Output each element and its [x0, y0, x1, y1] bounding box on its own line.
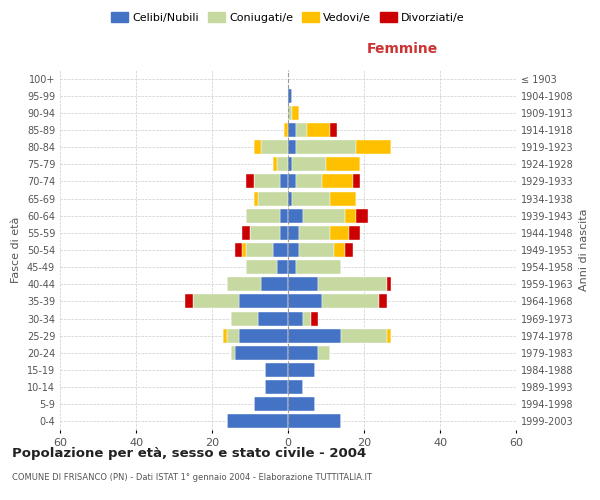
Bar: [265, 363, 288, 377]
Bar: [319, 278, 387, 291]
Bar: [288, 294, 322, 308]
Bar: [235, 346, 288, 360]
Bar: [257, 312, 288, 326]
Bar: [231, 346, 235, 360]
Bar: [319, 346, 330, 360]
Bar: [246, 174, 254, 188]
Bar: [254, 140, 262, 154]
Bar: [387, 328, 391, 342]
Bar: [345, 243, 353, 257]
Bar: [288, 192, 292, 205]
Bar: [349, 226, 360, 240]
Bar: [288, 226, 299, 240]
Bar: [227, 278, 262, 291]
Bar: [288, 414, 341, 428]
Bar: [356, 140, 391, 154]
Bar: [288, 328, 341, 342]
Bar: [288, 106, 292, 120]
Y-axis label: Fasce di età: Fasce di età: [11, 217, 21, 283]
Bar: [292, 158, 326, 172]
Bar: [242, 243, 246, 257]
Bar: [292, 192, 330, 205]
Bar: [288, 208, 303, 222]
Bar: [296, 174, 322, 188]
Bar: [296, 260, 341, 274]
Bar: [235, 243, 242, 257]
Bar: [288, 312, 303, 326]
Bar: [292, 106, 299, 120]
Bar: [262, 140, 288, 154]
Bar: [356, 208, 368, 222]
Bar: [254, 174, 280, 188]
Bar: [288, 260, 296, 274]
Bar: [330, 192, 356, 205]
Bar: [273, 158, 277, 172]
Bar: [262, 278, 288, 291]
Bar: [288, 174, 296, 188]
Bar: [311, 312, 319, 326]
Bar: [303, 312, 311, 326]
Bar: [227, 414, 288, 428]
Bar: [379, 294, 387, 308]
Bar: [185, 294, 193, 308]
Text: Femmine: Femmine: [367, 42, 437, 56]
Bar: [288, 140, 296, 154]
Text: COMUNE DI FRISANCO (PN) - Dati ISTAT 1° gennaio 2004 - Elaborazione TUTTITALIA.I: COMUNE DI FRISANCO (PN) - Dati ISTAT 1° …: [12, 472, 372, 482]
Bar: [288, 380, 303, 394]
Bar: [288, 158, 292, 172]
Bar: [273, 243, 288, 257]
Bar: [330, 123, 337, 137]
Bar: [288, 398, 314, 411]
Bar: [242, 226, 250, 240]
Bar: [254, 398, 288, 411]
Bar: [299, 226, 330, 240]
Bar: [280, 208, 288, 222]
Bar: [254, 192, 257, 205]
Bar: [334, 243, 345, 257]
Bar: [280, 226, 288, 240]
Bar: [277, 158, 288, 172]
Bar: [265, 380, 288, 394]
Bar: [250, 226, 280, 240]
Bar: [288, 123, 296, 137]
Bar: [288, 278, 319, 291]
Bar: [280, 174, 288, 188]
Bar: [353, 174, 360, 188]
Bar: [299, 243, 334, 257]
Bar: [246, 260, 277, 274]
Bar: [345, 208, 356, 222]
Bar: [303, 208, 345, 222]
Y-axis label: Anni di nascita: Anni di nascita: [579, 209, 589, 291]
Bar: [231, 312, 257, 326]
Bar: [288, 243, 299, 257]
Bar: [330, 226, 349, 240]
Bar: [288, 88, 292, 102]
Bar: [246, 208, 280, 222]
Bar: [387, 278, 391, 291]
Bar: [296, 140, 356, 154]
Bar: [284, 123, 288, 137]
Bar: [322, 174, 353, 188]
Bar: [288, 363, 314, 377]
Bar: [193, 294, 239, 308]
Bar: [239, 294, 288, 308]
Legend: Celibi/Nubili, Coniugati/e, Vedovi/e, Divorziati/e: Celibi/Nubili, Coniugati/e, Vedovi/e, Di…: [107, 8, 469, 28]
Bar: [227, 328, 239, 342]
Bar: [322, 294, 379, 308]
Bar: [341, 328, 387, 342]
Bar: [246, 243, 273, 257]
Bar: [223, 328, 227, 342]
Bar: [239, 328, 288, 342]
Bar: [296, 123, 307, 137]
Bar: [277, 260, 288, 274]
Bar: [257, 192, 288, 205]
Bar: [307, 123, 330, 137]
Bar: [288, 346, 319, 360]
Text: Popolazione per età, sesso e stato civile - 2004: Popolazione per età, sesso e stato civil…: [12, 448, 366, 460]
Bar: [326, 158, 360, 172]
